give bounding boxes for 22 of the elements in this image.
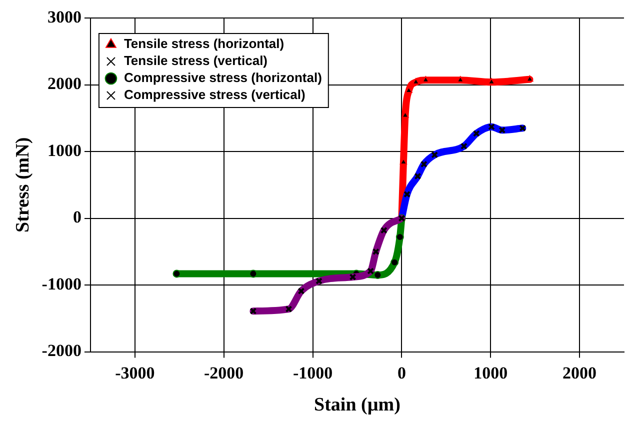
- x-tick-label: 2000: [562, 363, 597, 382]
- point: [374, 271, 382, 280]
- y-tick-label: -1000: [42, 274, 82, 294]
- x-tick-label: -2000: [204, 363, 244, 382]
- point: [172, 270, 181, 278]
- legend-label: Tensile stress (vertical): [124, 53, 268, 68]
- legend-label: Tensile stress (horizontal): [124, 36, 284, 52]
- legend-label: Compressive stress (vertical): [124, 87, 306, 102]
- legend-label: Compressive stress (horizontal): [124, 70, 322, 86]
- y-axis-title: Stress (mN): [12, 137, 34, 232]
- y-tick-label: 0: [72, 208, 82, 227]
- x-tick-label: -1000: [292, 363, 333, 382]
- point: [390, 258, 399, 266]
- x-axis-title: Stain (µm): [314, 394, 400, 416]
- y-tick-label: 2000: [47, 74, 82, 94]
- point: [249, 270, 258, 278]
- x-tick-label: -3000: [115, 363, 155, 382]
- y-tick-label: -2000: [42, 341, 82, 360]
- x-tick-label: 0: [397, 363, 406, 382]
- y-tick-label: 1000: [47, 140, 82, 160]
- x-tick-label: 1000: [474, 363, 508, 382]
- y-tick-label: 3000: [47, 7, 82, 26]
